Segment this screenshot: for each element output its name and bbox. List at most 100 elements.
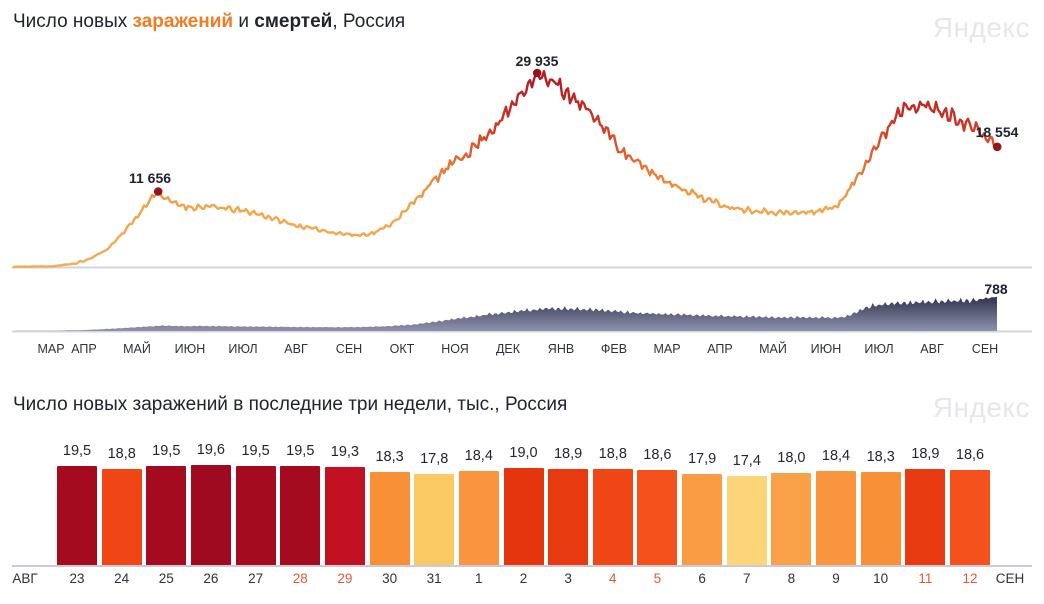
annotation-second-peak: 29 935 (515, 53, 559, 69)
bar-value-label: 18,9 (911, 445, 940, 462)
bar-column: 19,6 26 (190, 440, 231, 586)
bar (503, 468, 544, 566)
bar-value-label: 18,8 (598, 446, 627, 463)
bar-value-label: 18,4 (464, 448, 493, 465)
bar-value-label: 18,0 (777, 450, 806, 467)
bar-column: 18,4 9 (816, 440, 856, 586)
deaths-area-series (14, 296, 997, 331)
bar-column: 18,9 3 (548, 440, 589, 586)
infections-line-series (12, 69, 999, 269)
bar-value-label: 18,9 (553, 445, 583, 462)
bar (324, 466, 365, 566)
bar-column: 18,8 24 (101, 440, 142, 586)
bar-value-label: 17,8 (420, 451, 449, 468)
bar-date-label: 6 (698, 571, 706, 586)
month-label: ИЮН (810, 342, 842, 356)
bar-date-label: 26 (203, 571, 219, 586)
month-label: ИЮЛ (864, 342, 894, 356)
bar-date-label: 25 (158, 571, 174, 586)
bar-value-label: 19,5 (62, 442, 92, 459)
bar-date-label: 4 (609, 571, 617, 586)
second-wave-peak-dot (532, 68, 542, 78)
month-label: МАЙ (123, 342, 151, 356)
month-label: ФЕВ (600, 342, 628, 356)
bar (726, 476, 767, 566)
annotation-latest-infections: 18 554 (975, 124, 1019, 140)
bar-column: 17,9 6 (682, 440, 723, 586)
bar (190, 465, 231, 566)
bar-date-label: 9 (832, 571, 840, 586)
month-label: АПР (71, 342, 97, 356)
bar-column: 18,8 4 (592, 440, 633, 586)
month-label: АПР (707, 342, 733, 356)
bar-column: 18,9 11 (905, 440, 946, 586)
title-pre: Число новых (13, 11, 133, 32)
bar-column: 19,5 25 (146, 440, 187, 586)
bar-date-label: 1 (475, 571, 483, 586)
bar-value-label: 18,6 (643, 447, 672, 464)
bar-date-label: 24 (114, 571, 130, 586)
bar-column: 19,5 27 (235, 440, 276, 586)
bar-date-label: 10 (873, 571, 889, 586)
bar-date-label: 11 (918, 571, 933, 586)
bar-column: 19,3 29 (324, 440, 365, 586)
title-infections-word: заражений (132, 11, 234, 32)
bar-value-label: 19,6 (196, 442, 226, 459)
bar-column: 19,0 2 (503, 440, 544, 586)
bar-column: 18,6 12 (950, 440, 990, 586)
yandex-logo-bottom: Яндекс (932, 392, 1030, 423)
bar-date-label: 30 (382, 571, 398, 586)
bar-column: 17,8 31 (414, 440, 455, 586)
annotation-latest-deaths: 788 (984, 281, 1008, 297)
bar (637, 470, 678, 566)
bar (280, 465, 321, 566)
bar-date-label: 3 (564, 571, 572, 586)
bar-value-label: 18,8 (107, 446, 136, 463)
bar-date-label: 12 (962, 571, 978, 586)
month-label: МАР (653, 342, 681, 356)
bar-value-label: 19,3 (330, 443, 360, 460)
bar-column: 18,0 8 (771, 440, 812, 586)
first-wave-peak-dot (153, 187, 163, 196)
latest-value-dot (992, 142, 1002, 152)
bar (414, 474, 455, 566)
bar-column: 18,6 5 (637, 440, 678, 586)
bar-axis-right-month: СЕН (995, 571, 1025, 586)
bar-date-label: 2 (519, 571, 528, 586)
bar-date-label: 27 (248, 571, 264, 586)
bar (905, 468, 946, 566)
bar (592, 469, 633, 566)
bar (101, 469, 142, 566)
title-post: , Россия (332, 11, 406, 32)
bar-axis-left-month: АВГ (12, 571, 38, 586)
month-label: СЕН (971, 342, 999, 356)
bar (816, 471, 856, 566)
month-label: МАР (37, 342, 65, 356)
bar (369, 471, 410, 566)
month-label: ИЮН (174, 342, 206, 356)
month-label: ЯНВ (547, 342, 575, 356)
title-mid: и (233, 11, 255, 32)
bar-date-label: 29 (337, 571, 353, 586)
yandex-logo-top: Яндекс (932, 12, 1030, 43)
bar-date-label: 28 (292, 571, 308, 586)
bar-date-label: 23 (69, 571, 85, 586)
bar (950, 470, 990, 566)
bar-date-label: 5 (653, 571, 662, 586)
bar-column: 17,4 7 (726, 440, 767, 586)
bar-value-label: 18,4 (821, 448, 851, 465)
month-label: ИЮЛ (228, 342, 258, 356)
bar (235, 465, 276, 566)
annotation-first-peak: 11 656 (128, 170, 172, 186)
month-label: СЕН (335, 342, 363, 356)
bar-column: 18,4 1 (458, 440, 499, 586)
bar-value-label: 19,5 (241, 442, 270, 459)
bar-value-label: 17,9 (687, 450, 717, 467)
bar-value-label: 19,0 (509, 445, 538, 462)
bar (771, 473, 812, 566)
month-label: АВГ (920, 342, 944, 356)
bar (548, 468, 589, 566)
month-label: ДЕК (495, 342, 521, 356)
bar-value-label: 19,5 (152, 442, 181, 459)
